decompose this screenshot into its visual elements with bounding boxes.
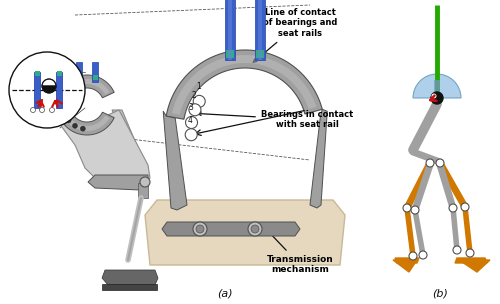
- Circle shape: [50, 108, 54, 112]
- Polygon shape: [88, 175, 148, 190]
- Bar: [228, 0, 232, 60]
- Circle shape: [466, 249, 474, 257]
- Text: Line of contact
of bearings and
seat rails: Line of contact of bearings and seat rai…: [253, 8, 337, 62]
- Bar: [138, 183, 148, 198]
- Bar: [56, 71, 62, 76]
- Circle shape: [411, 206, 419, 214]
- Bar: [225, 0, 235, 60]
- Polygon shape: [162, 222, 300, 236]
- Text: 1: 1: [196, 82, 200, 92]
- Polygon shape: [102, 270, 158, 285]
- Circle shape: [461, 203, 469, 211]
- Circle shape: [409, 252, 417, 260]
- Polygon shape: [163, 111, 187, 210]
- Polygon shape: [310, 109, 328, 208]
- Bar: [92, 62, 98, 82]
- Bar: [226, 50, 234, 58]
- Circle shape: [40, 108, 44, 112]
- Polygon shape: [61, 79, 110, 131]
- Circle shape: [66, 118, 71, 123]
- Circle shape: [193, 222, 207, 236]
- Polygon shape: [393, 260, 417, 272]
- Text: Transmission
mechanism: Transmission mechanism: [266, 231, 334, 275]
- Polygon shape: [395, 258, 419, 263]
- Polygon shape: [57, 75, 114, 135]
- Circle shape: [449, 204, 457, 212]
- Circle shape: [193, 95, 205, 107]
- Circle shape: [248, 222, 262, 236]
- Bar: [255, 0, 265, 60]
- Wedge shape: [413, 74, 461, 98]
- Circle shape: [140, 177, 150, 187]
- Text: (b): (b): [432, 288, 448, 298]
- Bar: [102, 284, 157, 290]
- Text: Bearings in contact
with seat rail: Bearings in contact with seat rail: [198, 110, 353, 130]
- Polygon shape: [459, 260, 490, 272]
- Circle shape: [185, 129, 197, 141]
- Text: 4: 4: [188, 116, 192, 125]
- Circle shape: [186, 116, 198, 129]
- Text: 2: 2: [192, 91, 196, 100]
- Polygon shape: [145, 200, 345, 265]
- Bar: [258, 0, 262, 60]
- Circle shape: [436, 159, 444, 167]
- Bar: [92, 75, 98, 80]
- Circle shape: [251, 225, 259, 233]
- Circle shape: [426, 159, 434, 167]
- Circle shape: [80, 126, 86, 131]
- Circle shape: [189, 104, 201, 116]
- Circle shape: [432, 94, 436, 98]
- Bar: [434, 80, 440, 98]
- Circle shape: [196, 225, 204, 233]
- Bar: [76, 75, 82, 80]
- Circle shape: [72, 123, 78, 128]
- Polygon shape: [112, 110, 145, 170]
- Text: (a): (a): [217, 288, 233, 298]
- Circle shape: [431, 92, 443, 104]
- Circle shape: [9, 52, 85, 128]
- Bar: [56, 72, 62, 108]
- Bar: [34, 72, 40, 108]
- Circle shape: [62, 111, 67, 116]
- Wedge shape: [42, 79, 56, 86]
- Polygon shape: [166, 50, 322, 119]
- Circle shape: [453, 246, 461, 254]
- Bar: [34, 71, 40, 76]
- Circle shape: [419, 251, 427, 259]
- Wedge shape: [42, 86, 56, 93]
- Bar: [256, 50, 264, 58]
- Polygon shape: [455, 258, 487, 263]
- Polygon shape: [59, 110, 150, 185]
- Polygon shape: [172, 55, 316, 115]
- Bar: [76, 62, 82, 82]
- Circle shape: [403, 204, 411, 212]
- Text: 3: 3: [188, 103, 193, 112]
- Circle shape: [30, 108, 36, 112]
